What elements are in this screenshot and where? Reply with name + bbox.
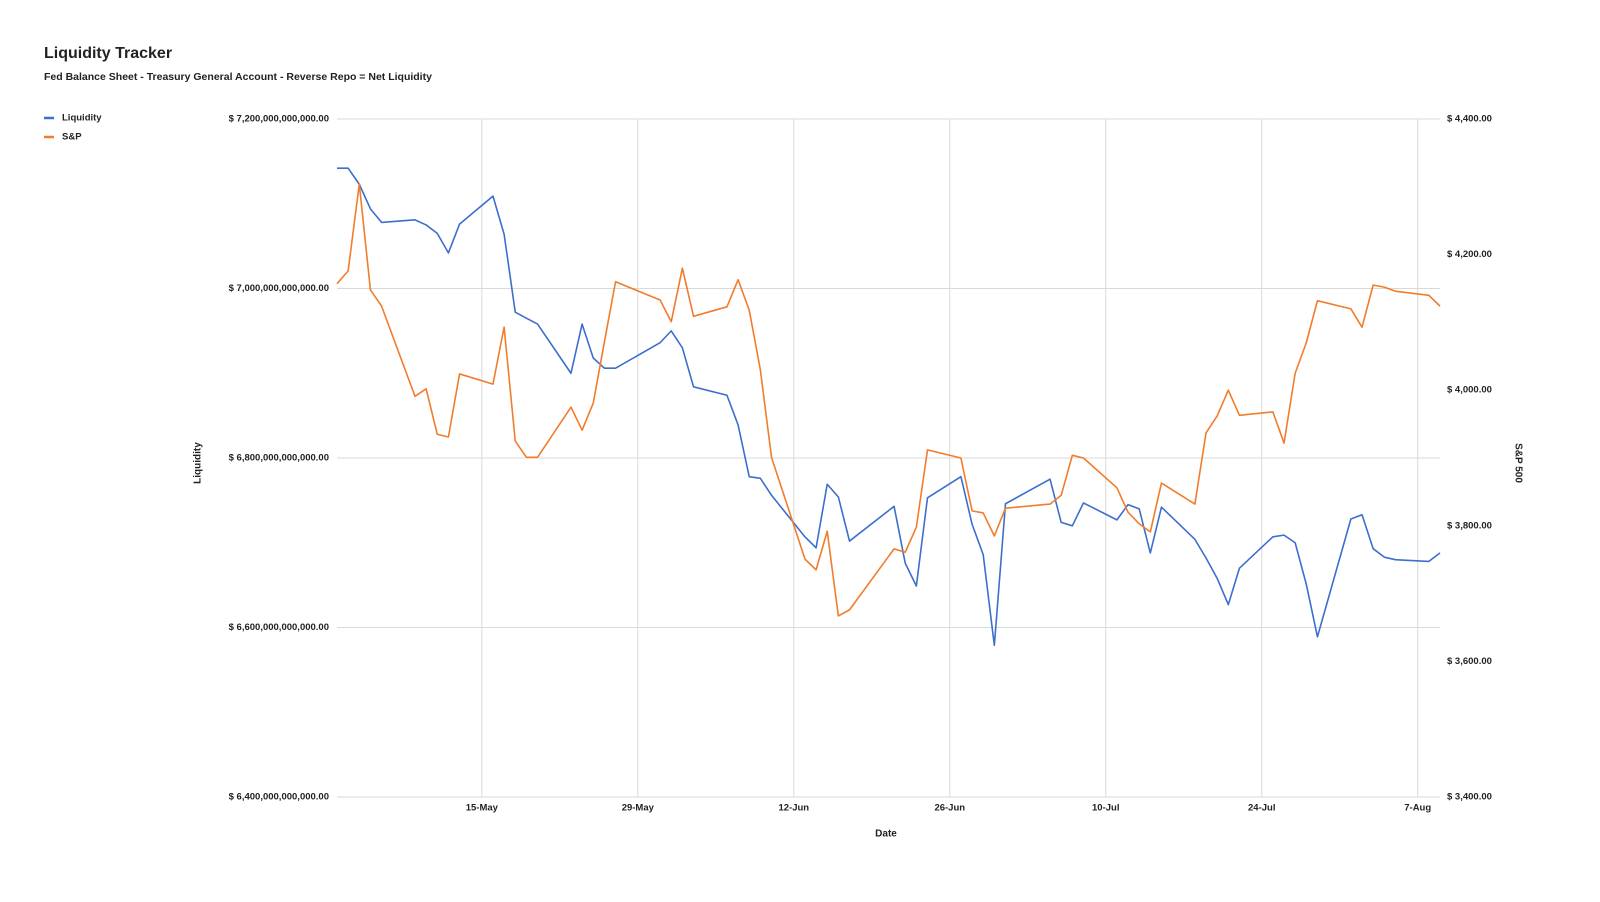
y2-tick-label: $ 4,200.00 <box>1447 249 1492 260</box>
x-tick-label: 12-Jun <box>778 803 809 814</box>
legend-label: S&P <box>62 132 82 143</box>
y-tick-label: $ 7,200,000,000,000.00 <box>229 114 329 125</box>
y-tick-label: $ 6,800,000,000,000.00 <box>229 453 329 464</box>
y2-tick-label: $ 3,400.00 <box>1447 792 1492 803</box>
y2-axis-label: S&P 500 <box>1512 443 1523 483</box>
series-line <box>336 183 1441 617</box>
y-tick-label: $ 6,400,000,000,000.00 <box>229 792 329 803</box>
y-axis-label: Liquidity <box>193 442 204 484</box>
x-axis-label: Date <box>875 829 897 840</box>
chart-title: Liquidity Tracker <box>44 45 172 62</box>
legend-label: Liquidity <box>62 113 102 124</box>
y2-tick-label: $ 4,400.00 <box>1447 114 1492 125</box>
x-tick-label: 10-Jul <box>1092 803 1119 814</box>
y-tick-label: $ 6,600,000,000,000.00 <box>229 622 329 633</box>
series-line <box>337 167 1441 647</box>
x-tick-label: 15-May <box>466 803 499 814</box>
x-tick-label: 29-May <box>622 803 655 814</box>
chart-subtitle: Fed Balance Sheet - Treasury General Acc… <box>44 71 432 83</box>
x-tick-label: 24-Jul <box>1248 803 1275 814</box>
y2-tick-label: $ 3,600.00 <box>1447 656 1492 667</box>
y2-tick-label: $ 3,800.00 <box>1447 520 1492 531</box>
y-tick-label: $ 7,000,000,000,000.00 <box>229 283 329 294</box>
x-tick-label: 26-Jun <box>934 803 965 814</box>
y2-tick-label: $ 4,000.00 <box>1447 385 1492 396</box>
x-tick-label: 7-Aug <box>1404 803 1431 814</box>
